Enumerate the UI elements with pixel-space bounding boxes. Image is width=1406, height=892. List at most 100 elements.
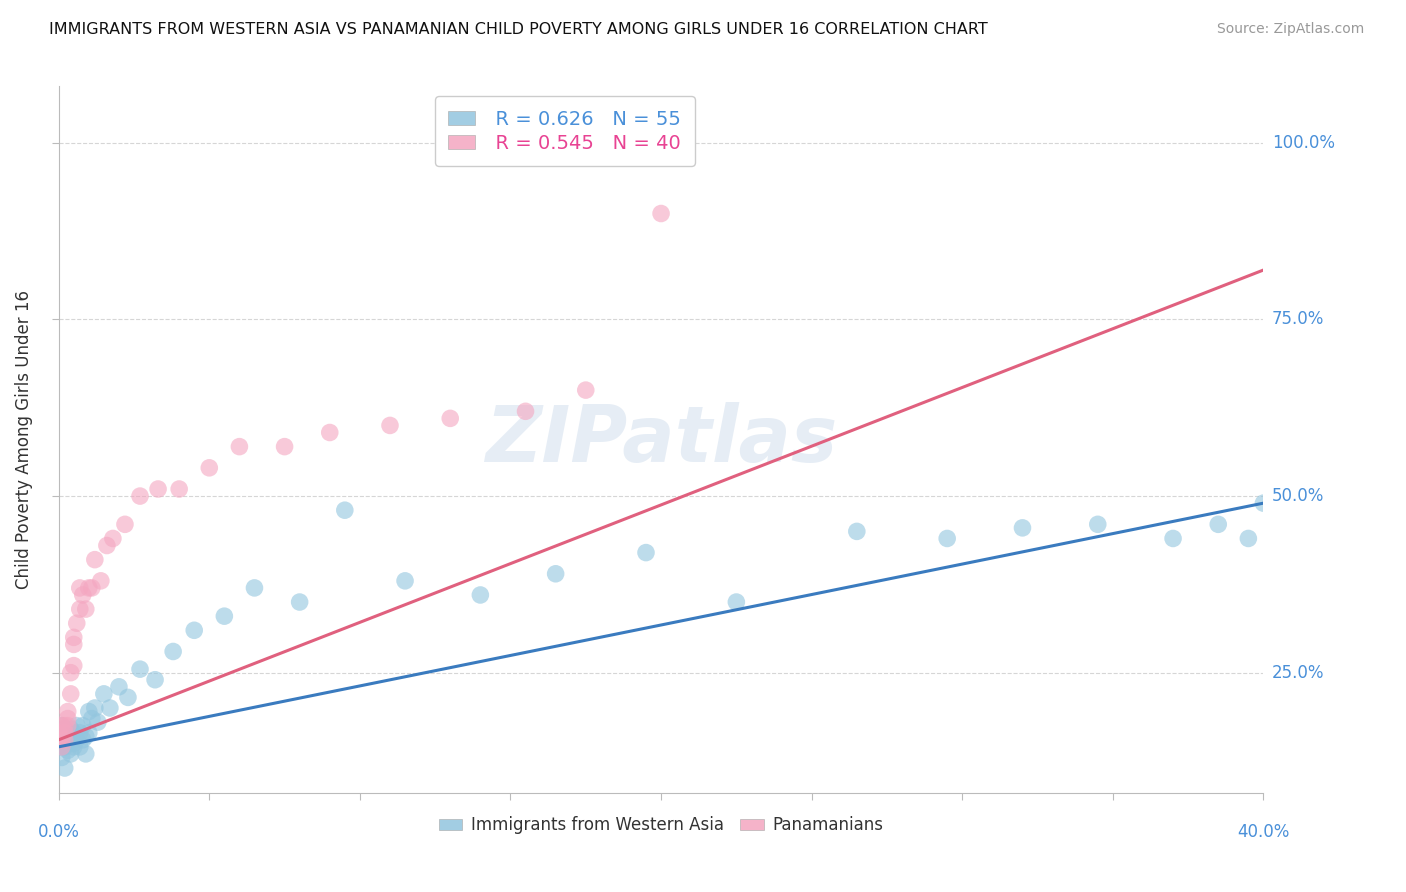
Point <box>333 503 356 517</box>
Point <box>80 581 103 595</box>
Point <box>544 566 567 581</box>
Point <box>69 581 91 595</box>
Point <box>228 440 250 454</box>
Point <box>59 732 82 747</box>
Point <box>319 425 342 440</box>
Point <box>53 761 76 775</box>
Point <box>48 725 70 739</box>
Point <box>69 602 91 616</box>
Point <box>1237 532 1260 546</box>
Point <box>51 719 73 733</box>
Point <box>96 539 118 553</box>
Point <box>56 705 79 719</box>
Point <box>56 732 79 747</box>
Point <box>575 383 598 397</box>
Point <box>53 725 76 739</box>
Point <box>87 715 110 730</box>
Point <box>77 705 100 719</box>
Point <box>143 673 166 687</box>
Point <box>62 631 84 645</box>
Point <box>1206 517 1229 532</box>
Point <box>62 725 84 739</box>
Point <box>845 524 868 539</box>
Point <box>72 719 94 733</box>
Point <box>66 616 89 631</box>
Point <box>114 517 136 532</box>
Point <box>53 719 76 733</box>
Point <box>59 722 82 736</box>
Point <box>394 574 416 588</box>
Point <box>1253 496 1275 510</box>
Point <box>83 552 105 566</box>
Point <box>129 662 152 676</box>
Point <box>162 644 184 658</box>
Point <box>129 489 152 503</box>
Point <box>183 624 205 638</box>
Point <box>470 588 492 602</box>
Point <box>439 411 461 425</box>
Point <box>62 736 84 750</box>
Point <box>62 739 84 754</box>
Point <box>83 701 105 715</box>
Text: IMMIGRANTS FROM WESTERN ASIA VS PANAMANIAN CHILD POVERTY AMONG GIRLS UNDER 16 CO: IMMIGRANTS FROM WESTERN ASIA VS PANAMANI… <box>49 22 988 37</box>
Legend: Immigrants from Western Asia, Panamanians: Immigrants from Western Asia, Panamanian… <box>433 810 890 841</box>
Point <box>53 739 76 754</box>
Point <box>214 609 236 624</box>
Point <box>273 440 295 454</box>
Point <box>75 602 97 616</box>
Text: Source: ZipAtlas.com: Source: ZipAtlas.com <box>1216 22 1364 37</box>
Point <box>936 532 959 546</box>
Point <box>51 739 73 754</box>
Point <box>634 545 657 559</box>
Point <box>1161 532 1184 546</box>
Point <box>146 482 169 496</box>
Point <box>1087 517 1109 532</box>
Point <box>72 588 94 602</box>
Point <box>80 712 103 726</box>
Point <box>725 595 748 609</box>
Point <box>1011 521 1033 535</box>
Point <box>75 729 97 743</box>
Point <box>51 750 73 764</box>
Point <box>101 532 124 546</box>
Point <box>48 732 70 747</box>
Point <box>56 712 79 726</box>
Point <box>59 665 82 680</box>
Point <box>90 574 112 588</box>
Text: 25.0%: 25.0% <box>1272 664 1324 681</box>
Point <box>288 595 311 609</box>
Text: 50.0%: 50.0% <box>1272 487 1324 505</box>
Text: 75.0%: 75.0% <box>1272 310 1324 328</box>
Point <box>75 747 97 761</box>
Point <box>650 206 672 220</box>
Point <box>51 732 73 747</box>
Text: ZIPatlas: ZIPatlas <box>485 401 837 477</box>
Point <box>62 637 84 651</box>
Point <box>66 732 89 747</box>
Point <box>51 719 73 733</box>
Point <box>69 739 91 754</box>
Point <box>378 418 401 433</box>
Y-axis label: Child Poverty Among Girls Under 16: Child Poverty Among Girls Under 16 <box>15 290 32 589</box>
Point <box>53 732 76 747</box>
Point <box>243 581 266 595</box>
Point <box>56 743 79 757</box>
Point <box>93 687 115 701</box>
Point <box>59 747 82 761</box>
Text: 100.0%: 100.0% <box>1272 134 1334 152</box>
Point <box>66 719 89 733</box>
Point <box>53 722 76 736</box>
Point <box>108 680 131 694</box>
Point <box>198 460 221 475</box>
Point <box>69 725 91 739</box>
Point <box>59 687 82 701</box>
Point <box>51 739 73 754</box>
Point <box>98 701 121 715</box>
Point <box>72 732 94 747</box>
Point <box>77 581 100 595</box>
Point <box>56 725 79 739</box>
Point <box>53 729 76 743</box>
Point <box>167 482 190 496</box>
Point <box>77 725 100 739</box>
Text: 40.0%: 40.0% <box>1237 823 1289 841</box>
